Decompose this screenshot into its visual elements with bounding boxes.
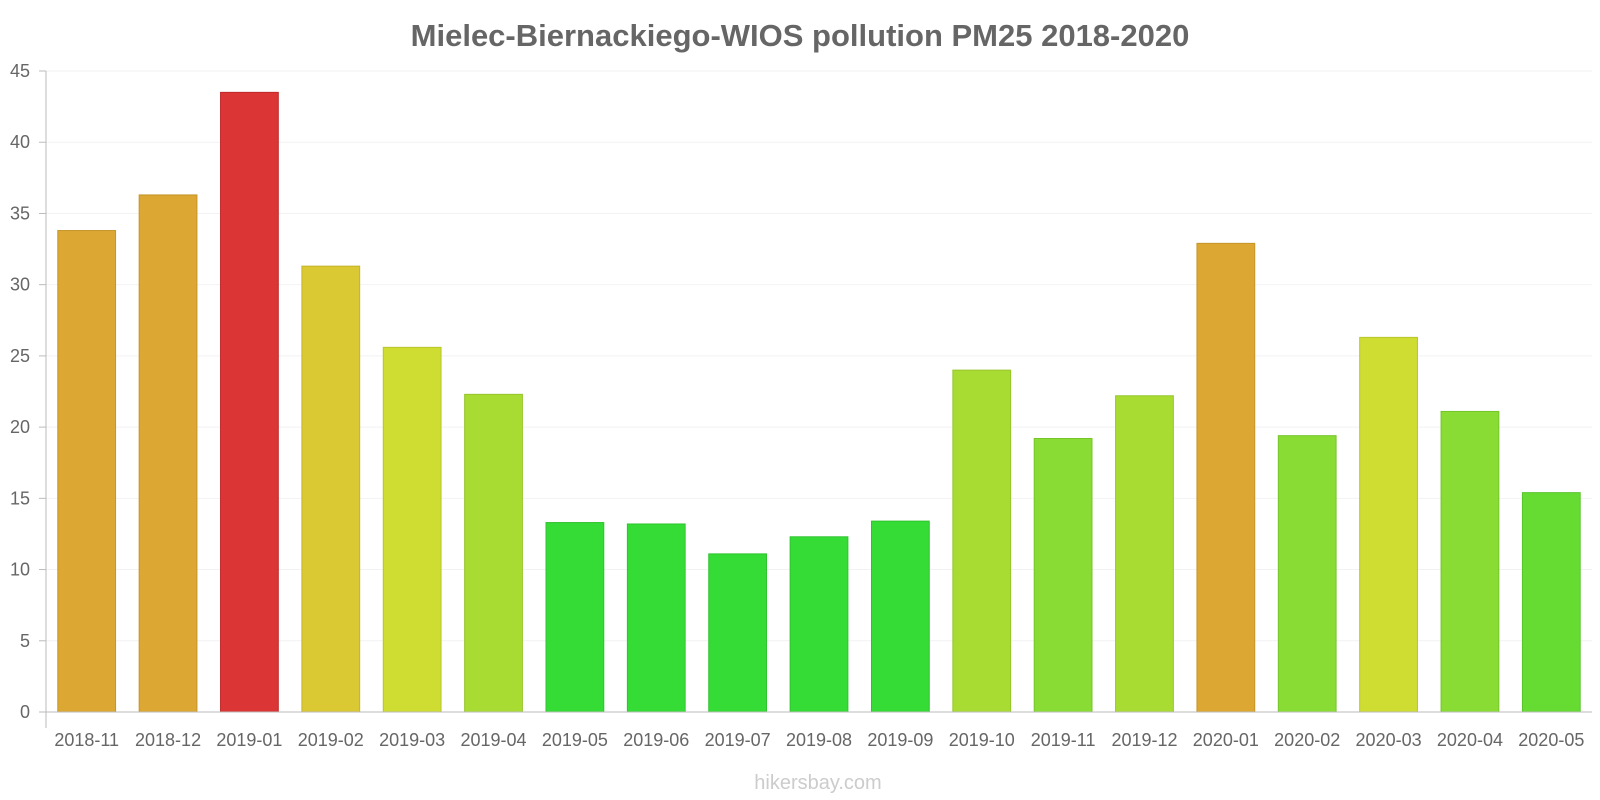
x-tick-label: 2019-07	[705, 730, 771, 750]
x-tick-label: 2019-09	[867, 730, 933, 750]
x-tick-label: 2020-05	[1518, 730, 1584, 750]
bar-2018-11	[57, 230, 117, 713]
x-tick-label: 2020-02	[1274, 730, 1340, 750]
bar-2019-05	[545, 522, 605, 713]
x-tick-label: 2019-11	[1031, 730, 1096, 750]
bars	[57, 91, 1581, 713]
chart-title: Mielec-Biernackiego-WIOS pollution PM25 …	[411, 18, 1190, 53]
bar-2020-04	[1440, 410, 1500, 713]
bar-2019-11	[1033, 438, 1093, 713]
bar-2020-02	[1277, 435, 1337, 713]
x-tick-label: 2018-11	[54, 730, 119, 750]
x-tick-label: 2019-04	[460, 730, 526, 750]
bar-2018-12	[138, 194, 198, 713]
bar-2019-01	[220, 91, 279, 713]
bar-2020-01	[1196, 242, 1256, 713]
y-tick-label: 15	[10, 488, 30, 508]
bar-2019-03	[382, 346, 442, 713]
bar-2019-12	[1115, 395, 1174, 713]
bar-2019-04	[464, 393, 523, 713]
y-tick-label: 40	[10, 132, 30, 152]
x-tick-label: 2019-05	[542, 730, 608, 750]
x-tick-label: 2019-10	[949, 730, 1015, 750]
bar-2019-09	[870, 520, 930, 713]
bar-2020-03	[1359, 336, 1418, 713]
x-tick-label: 2019-03	[379, 730, 445, 750]
y-tick-label: 45	[10, 61, 30, 81]
bar-2019-10	[952, 369, 1012, 713]
bar-2019-08	[789, 536, 849, 713]
bar-2019-02	[301, 265, 361, 713]
y-tick-label: 0	[20, 702, 30, 722]
x-tick-label: 2020-01	[1193, 730, 1259, 750]
y-tick-label: 30	[10, 275, 30, 295]
x-tick-label: 2020-04	[1437, 730, 1503, 750]
y-axis-ticks: 0 5 10 15 20 25 30 35 40 45	[10, 61, 30, 722]
x-tick-label: 2018-12	[135, 730, 201, 750]
y-tick-label: 5	[20, 631, 30, 651]
watermark: hikersbay.com	[754, 772, 881, 794]
x-axis-ticks: 2018-11 2018-12 2019-01 2019-02 2019-03 2019-…	[54, 730, 1584, 750]
bar-2020-05	[1521, 492, 1581, 713]
y-tick-label: 35	[10, 203, 30, 223]
bar-2019-06	[626, 523, 686, 713]
x-tick-label: 2019-08	[786, 730, 852, 750]
x-tick-label: 2019-02	[298, 730, 364, 750]
x-tick-label: 2019-01	[216, 730, 282, 750]
x-tick-label: 2020-03	[1356, 730, 1422, 750]
x-tick-label: 2019-06	[623, 730, 689, 750]
x-tick-label: 2019-12	[1111, 730, 1177, 750]
y-tick-label: 25	[10, 346, 30, 366]
y-tick-label: 20	[10, 417, 30, 437]
y-tick-label: 10	[10, 560, 30, 580]
bar-2019-07	[708, 553, 768, 713]
